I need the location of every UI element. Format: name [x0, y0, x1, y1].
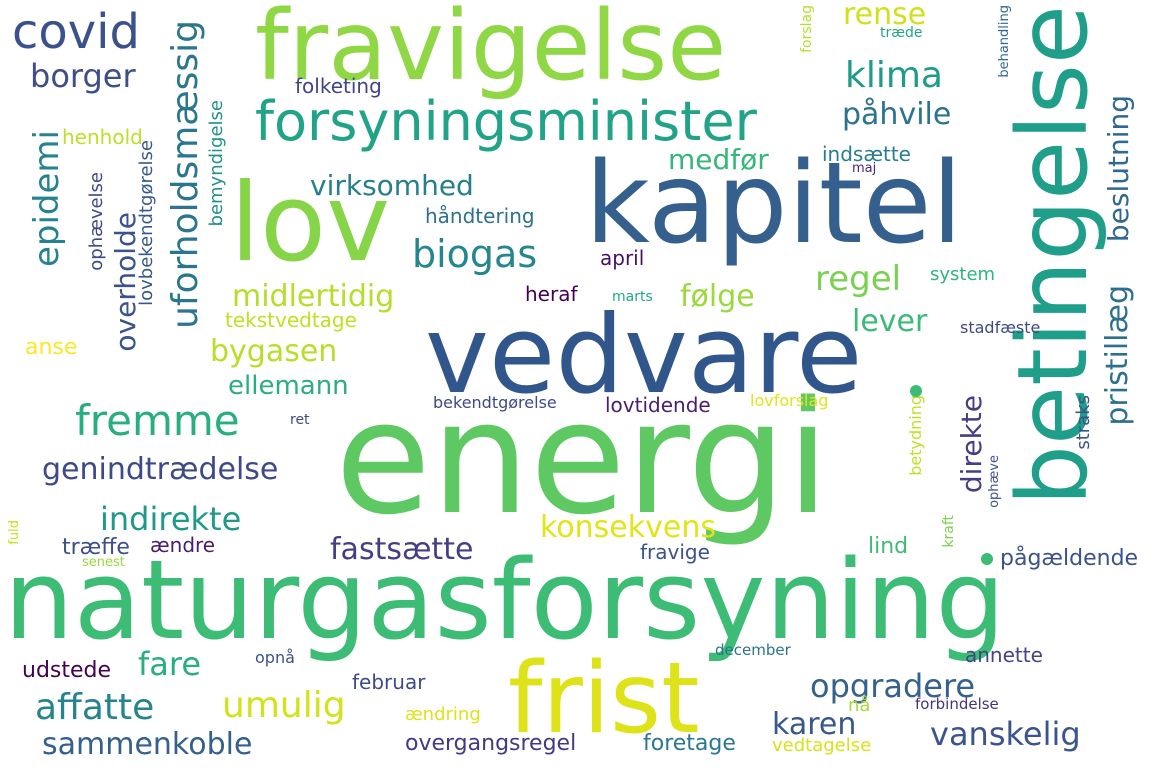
dot: [910, 385, 922, 397]
word-midlertidig: midlertidig: [232, 279, 395, 314]
word-naturgasforsyning: naturgasforsyning: [4, 536, 1006, 664]
word-nå: nå: [848, 695, 871, 716]
word-betydning: betydning: [906, 395, 925, 476]
word-pågældende: pågældende: [1000, 546, 1139, 571]
word-lovbekendtgørelse: lovbekendtgørelse: [136, 140, 157, 306]
word-energi: energi: [335, 367, 830, 549]
word-ret: ret: [290, 412, 310, 428]
word-ophævelse: ophævelse: [86, 172, 107, 271]
word-anse: anse: [25, 335, 78, 360]
word-december: december: [715, 641, 791, 659]
word-overgangsregel: overgangsregel: [405, 731, 577, 756]
word-følge: følge: [680, 279, 755, 314]
word-fremme: fremme: [75, 396, 240, 445]
word-konsekvens: konsekvens: [540, 510, 716, 545]
word-uforholdsmæssig: uforholdsmæssig: [165, 20, 206, 329]
word-februar: februar: [352, 670, 426, 694]
word-frist: frist: [508, 642, 700, 756]
word-maj: maj: [852, 161, 877, 176]
word-lind: lind: [868, 534, 909, 559]
word-fuld: fuld: [7, 520, 22, 545]
word-opnå: opnå: [255, 648, 295, 667]
word-regel: regel: [815, 259, 902, 299]
word-biogas: biogas: [412, 232, 538, 276]
word-kapitel: kapitel: [585, 139, 963, 269]
word-foretage: foretage: [643, 731, 736, 756]
word-indsætte: indsætte: [822, 142, 911, 166]
word-medfør: medfør: [668, 143, 769, 176]
word-covid: covid: [12, 4, 140, 60]
word-folketing: folketing: [295, 74, 382, 98]
word-direkte: direkte: [955, 395, 988, 494]
word-straks: straks: [1073, 395, 1094, 450]
word-udstede: udstede: [22, 658, 112, 683]
word-fravige: fravige: [640, 540, 710, 564]
word-ændre: ændre: [150, 533, 216, 557]
word-umulig: umulig: [222, 685, 346, 726]
word-system: system: [930, 264, 996, 285]
word-bekendtgørelse: bekendtgørelse: [433, 393, 557, 412]
word-fastsætte: fastsætte: [330, 532, 474, 567]
word-ændring: ændring: [405, 704, 481, 725]
word-annette: annette: [965, 643, 1043, 667]
word-vedtagelse: vedtagelse: [772, 735, 872, 756]
word-opgradere: opgradere: [810, 667, 976, 705]
word-virksomhed: virksomhed: [310, 169, 474, 202]
word-lovforslag: lovforslag: [750, 391, 829, 410]
word-bemyndigelse: bemyndigelse: [206, 100, 227, 227]
word-forsyningsminister: forsyningsminister: [255, 90, 757, 153]
word-borger: borger: [30, 57, 136, 95]
word-marts: marts: [612, 289, 653, 305]
word-lov: lov: [230, 161, 390, 286]
word-lever: lever: [852, 304, 928, 339]
word-senest: senest: [82, 555, 125, 570]
word-indirekte: indirekte: [100, 500, 242, 538]
word-affatte: affatte: [35, 687, 155, 728]
word-vedvare: vedvare: [425, 293, 863, 418]
word-genindtrædelse: genindtrædelse: [42, 452, 279, 487]
word-klima: klima: [845, 55, 943, 96]
word-april: april: [600, 246, 645, 270]
word-bygasen: bygasen: [210, 334, 338, 369]
word-fravigelse: fravigelse: [255, 0, 727, 102]
word-forbindelse: forbindelse: [915, 695, 999, 713]
word-vanskelig: vanskelig: [930, 715, 1081, 753]
word-henhold: henhold: [62, 125, 143, 149]
word-sammenkoble: sammenkoble: [42, 727, 253, 762]
word-kraft: kraft: [941, 515, 957, 548]
word-epidemi: epidemi: [27, 130, 67, 268]
word-ophæve: ophæve: [987, 455, 1002, 508]
word-karen: karen: [772, 707, 857, 742]
word-håndtering: håndtering: [425, 204, 535, 228]
word-påhvile: påhvile: [842, 97, 952, 132]
word-tekstvedtage: tekstvedtage: [225, 308, 357, 332]
word-lovtidende: lovtidende: [605, 393, 711, 417]
word-behandling: behandling: [997, 5, 1012, 78]
dot: [981, 553, 993, 565]
word-beslutning: beslutning: [1102, 95, 1135, 243]
word-fare: fare: [138, 645, 202, 683]
word-træde: træde: [880, 25, 923, 41]
word-rense: rense: [843, 0, 927, 32]
word-træffe: træffe: [62, 535, 130, 560]
word-ellemann: ellemann: [228, 371, 349, 401]
word-stadfæste: stadfæste: [960, 318, 1041, 337]
word-heraf: heraf: [525, 282, 578, 306]
word-pristillæg: pristillæg: [1100, 285, 1135, 426]
word-forslag: forslag: [799, 5, 815, 53]
